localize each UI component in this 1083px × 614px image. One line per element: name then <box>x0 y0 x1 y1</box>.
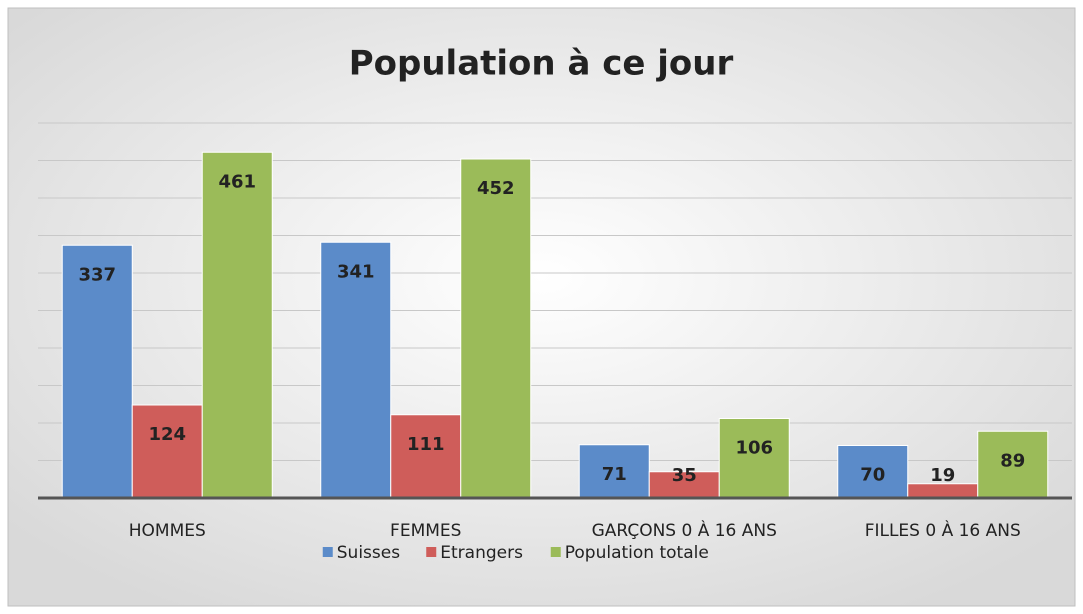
legend-swatch <box>426 547 437 557</box>
bar <box>718 418 790 499</box>
data-label: 461 <box>218 171 256 192</box>
data-label: 341 <box>337 261 375 282</box>
data-label: 124 <box>148 424 186 445</box>
bar <box>648 471 720 499</box>
bar <box>131 404 203 499</box>
data-label: 89 <box>1000 450 1025 471</box>
data-label: 111 <box>407 434 445 455</box>
x-tick-label: GARÇONS 0 À 16 ANS <box>592 519 777 541</box>
chart-frame <box>7 7 1076 607</box>
legend-swatch <box>550 547 561 557</box>
data-label: 337 <box>78 264 116 285</box>
bar <box>977 430 1049 499</box>
legend-label: Suisses <box>337 543 400 563</box>
data-label: 452 <box>477 178 515 199</box>
data-label: 70 <box>860 465 885 486</box>
data-label: 35 <box>672 465 697 486</box>
data-label: 19 <box>930 465 955 486</box>
bar <box>460 158 532 499</box>
legend-label: Population totale <box>565 543 709 563</box>
chart-title: Population à ce jour <box>349 44 734 84</box>
x-tick-label: HOMMES <box>129 521 206 541</box>
bar <box>837 445 909 499</box>
legend-swatch <box>322 547 333 557</box>
bar <box>390 414 462 499</box>
x-tick-label: FILLES 0 À 16 ANS <box>865 519 1021 541</box>
bar <box>61 244 133 499</box>
x-tick-label: FEMMES <box>390 521 461 541</box>
data-label: 71 <box>602 464 627 485</box>
legend-label: Etrangers <box>440 543 523 563</box>
bar <box>320 241 392 499</box>
bar <box>201 151 273 499</box>
data-label: 106 <box>735 438 773 459</box>
